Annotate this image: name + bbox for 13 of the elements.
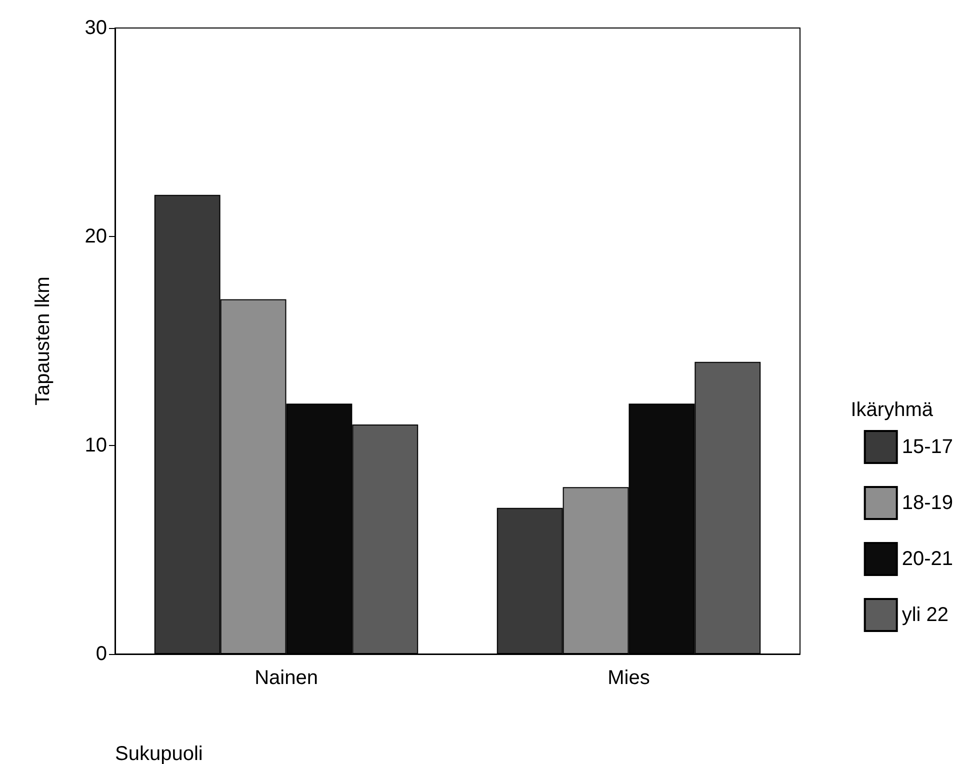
y-tick-label: 30 (84, 17, 107, 39)
x-tick-label: Mies (608, 667, 650, 689)
legend-title: Ikäryhmä (850, 399, 934, 421)
x-tick-label: Nainen (254, 667, 318, 689)
x-axis-title: Sukupuoli (115, 743, 203, 764)
legend-label: 20-21 (902, 548, 954, 570)
legend-label: yli 22 (902, 604, 949, 626)
y-tick-label: 10 (84, 434, 107, 456)
legend-label: 18-19 (902, 492, 954, 514)
y-tick-label: 0 (96, 643, 107, 665)
y-tick-label: 20 (84, 226, 107, 248)
y-axis-title: Tapausten lkm (32, 276, 54, 406)
legend-label: 15-17 (902, 436, 954, 458)
